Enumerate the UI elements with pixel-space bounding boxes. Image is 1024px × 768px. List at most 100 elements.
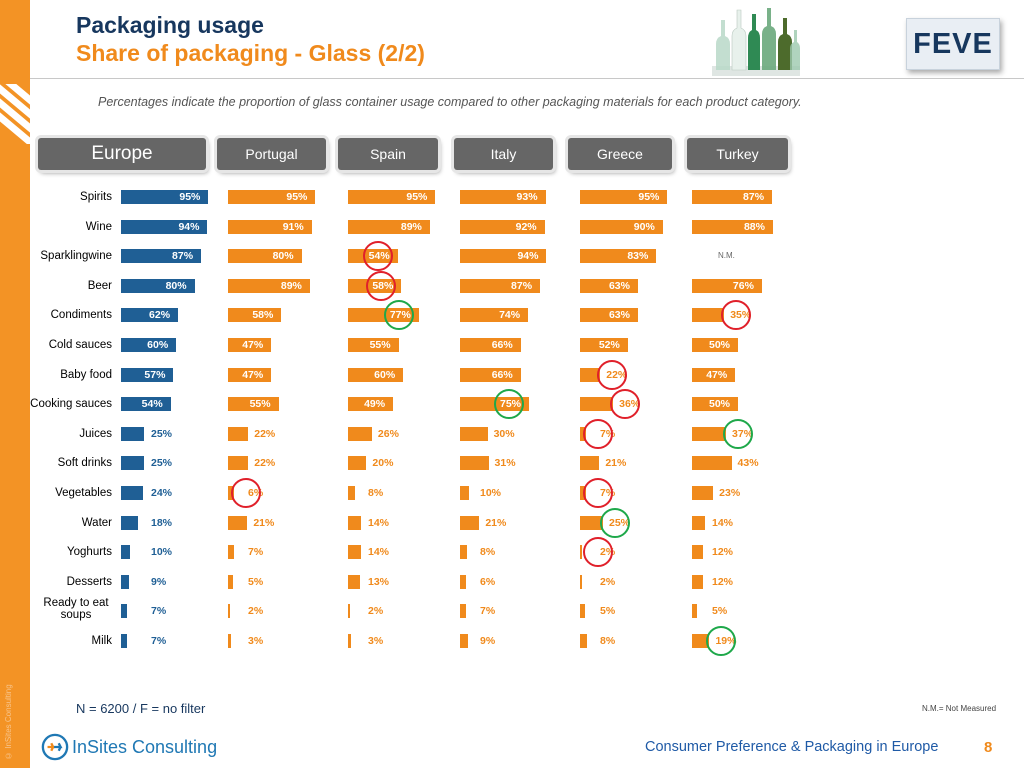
data-label: 50% bbox=[708, 339, 730, 351]
bar-portugal bbox=[228, 308, 282, 323]
bar-greece bbox=[580, 397, 614, 412]
bar-italy bbox=[460, 456, 489, 471]
data-label: 5% bbox=[712, 605, 728, 618]
data-label: 2% bbox=[600, 575, 616, 588]
data-label: 9% bbox=[151, 575, 167, 588]
data-label: 55% bbox=[369, 339, 391, 351]
category-label: Cooking sauces bbox=[30, 398, 112, 411]
sample-note: N = 6200 / F = no filter bbox=[76, 701, 206, 716]
category-label: Yoghurts bbox=[67, 546, 112, 559]
data-label: 3% bbox=[248, 635, 264, 647]
highlight-circle-green bbox=[600, 507, 630, 538]
category-label: Juices bbox=[79, 427, 112, 440]
bar-europe bbox=[121, 397, 171, 412]
highlight-circle-red bbox=[721, 300, 752, 331]
data-label: 23% bbox=[719, 487, 741, 499]
category-label: Water bbox=[81, 516, 112, 529]
data-label: 95% bbox=[179, 191, 201, 203]
tab-europe[interactable]: Europe bbox=[38, 138, 206, 170]
bar-italy bbox=[460, 486, 470, 500]
data-label: 63% bbox=[608, 279, 630, 292]
data-label: 49% bbox=[364, 398, 386, 411]
chart-description: Percentages indicate the proportion of g… bbox=[98, 95, 802, 109]
data-label: 92% bbox=[515, 220, 537, 233]
bar-portugal bbox=[228, 604, 230, 619]
data-label: 95% bbox=[286, 191, 308, 203]
bar-spain bbox=[348, 367, 404, 382]
category-label: Sparklingwine bbox=[40, 250, 112, 263]
bar-spain bbox=[348, 338, 399, 352]
tab-portugal[interactable]: Portugal bbox=[217, 138, 326, 170]
bar-italy bbox=[460, 190, 546, 204]
bar-greece bbox=[580, 486, 587, 500]
feve-logo: FEVE bbox=[906, 18, 1000, 70]
company-name: InSites Consulting bbox=[72, 737, 218, 757]
sidebar-stripes bbox=[0, 84, 30, 144]
data-label: 55% bbox=[249, 398, 271, 411]
bar-italy bbox=[460, 604, 467, 619]
bar-italy bbox=[460, 278, 541, 293]
bar-turkey bbox=[692, 545, 704, 560]
bar-portugal bbox=[228, 486, 234, 500]
bar-italy bbox=[460, 338, 521, 352]
data-label: 89% bbox=[400, 220, 422, 233]
category-label: Vegetables bbox=[55, 487, 112, 499]
tab-italy[interactable]: Italy bbox=[454, 138, 553, 170]
bar-italy bbox=[460, 249, 547, 264]
bar-portugal bbox=[228, 397, 279, 412]
data-label: 60% bbox=[147, 339, 169, 351]
bar-portugal bbox=[228, 574, 233, 589]
data-label: 80% bbox=[272, 250, 294, 263]
bar-italy bbox=[460, 308, 529, 323]
data-label: 87% bbox=[743, 191, 765, 203]
data-label: 54% bbox=[141, 398, 163, 411]
bar-europe bbox=[121, 308, 179, 323]
data-label: 12% bbox=[712, 575, 734, 588]
category-label: Beer bbox=[87, 279, 112, 292]
bar-turkey bbox=[692, 190, 773, 204]
tab-spain[interactable]: Spain bbox=[338, 138, 438, 170]
data-label: 57% bbox=[144, 368, 166, 381]
tab-greece[interactable]: Greece bbox=[568, 138, 672, 170]
data-label: 18% bbox=[151, 516, 173, 529]
data-label: 93% bbox=[516, 191, 538, 203]
bar-portugal bbox=[228, 190, 316, 204]
bar-portugal bbox=[228, 545, 235, 560]
not-measured-label: N.M. bbox=[718, 251, 735, 261]
bar-portugal bbox=[228, 219, 312, 234]
bar-greece bbox=[580, 338, 628, 352]
category-label: Condiments bbox=[50, 309, 112, 322]
data-label: 24% bbox=[151, 487, 173, 499]
bar-turkey bbox=[692, 219, 773, 234]
data-label: 22% bbox=[254, 457, 276, 470]
data-label: 2% bbox=[368, 605, 384, 618]
bar-greece bbox=[580, 426, 587, 441]
bar-turkey bbox=[692, 397, 738, 412]
bar-spain bbox=[348, 397, 394, 412]
highlight-circle-red bbox=[583, 478, 614, 508]
bar-greece bbox=[580, 190, 668, 204]
tab-turkey[interactable]: Turkey bbox=[687, 138, 788, 170]
bar-spain bbox=[348, 604, 350, 619]
footer-title: Consumer Preference & Packaging in Europ… bbox=[645, 739, 939, 755]
bar-europe bbox=[121, 574, 130, 589]
data-label: 3% bbox=[368, 635, 384, 647]
bar-greece bbox=[580, 634, 588, 648]
data-label: 31% bbox=[494, 457, 516, 470]
bar-spain bbox=[348, 634, 351, 648]
bar-europe bbox=[121, 367, 174, 382]
glass-bottles-image bbox=[712, 8, 800, 76]
bar-turkey bbox=[692, 604, 697, 619]
bar-greece bbox=[580, 278, 638, 293]
bar-portugal bbox=[228, 367, 272, 382]
data-label: 25% bbox=[151, 427, 173, 440]
bar-europe bbox=[121, 545, 131, 560]
data-label: 14% bbox=[368, 546, 390, 559]
category-label: Spirits bbox=[80, 191, 112, 203]
data-label: 20% bbox=[372, 457, 394, 470]
category-label: Soft drinks bbox=[57, 457, 112, 470]
bar-turkey bbox=[692, 367, 736, 382]
highlight-circle-red bbox=[610, 389, 641, 420]
bar-spain bbox=[348, 190, 436, 204]
category-label: Milk bbox=[91, 635, 112, 647]
